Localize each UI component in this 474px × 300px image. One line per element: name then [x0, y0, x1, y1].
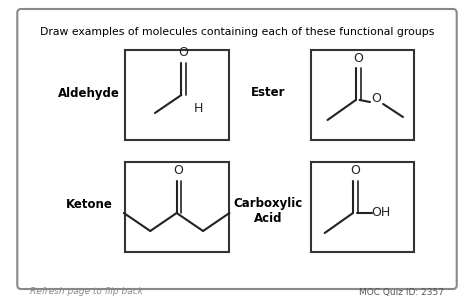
Text: O: O	[173, 164, 183, 178]
Text: O: O	[178, 46, 188, 59]
Text: Ester: Ester	[251, 86, 285, 100]
Text: H: H	[194, 103, 203, 116]
Text: Refresh page to flip back: Refresh page to flip back	[30, 287, 144, 296]
Bar	[125, 50, 228, 140]
Text: Carboxylic
Acid: Carboxylic Acid	[234, 197, 303, 225]
Text: O: O	[350, 164, 360, 178]
Text: MOC Quiz ID: 2357: MOC Quiz ID: 2357	[358, 287, 444, 296]
Bar	[310, 50, 414, 140]
Text: O: O	[353, 52, 363, 64]
Text: OH: OH	[372, 206, 391, 220]
Text: Aldehyde: Aldehyde	[58, 86, 120, 100]
Text: Ketone: Ketone	[65, 199, 112, 212]
Text: Draw examples of molecules containing each of these functional groups: Draw examples of molecules containing ea…	[40, 27, 434, 37]
Bar	[310, 162, 414, 252]
FancyBboxPatch shape	[17, 9, 457, 289]
Bar	[125, 162, 228, 252]
Text: O: O	[372, 92, 382, 106]
